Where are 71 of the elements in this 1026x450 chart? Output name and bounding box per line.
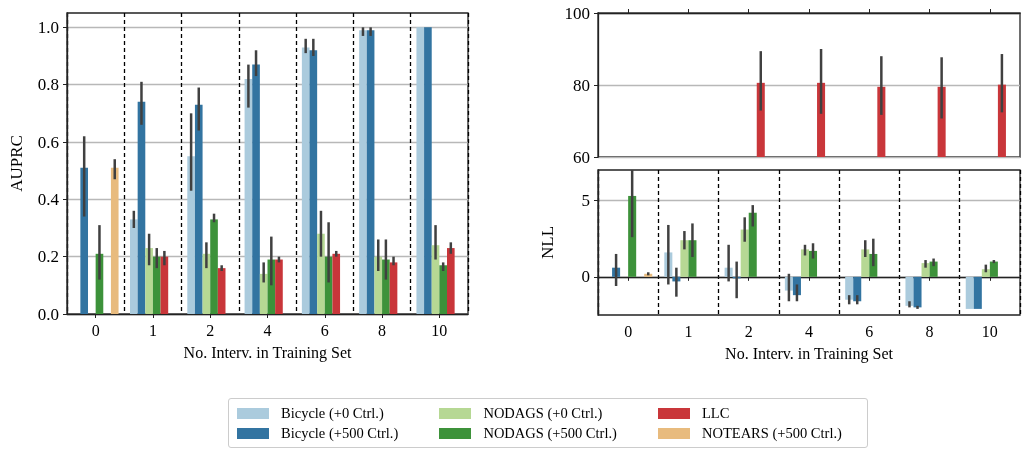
x-tick-label: 1 bbox=[684, 322, 693, 340]
legend-label: LLC bbox=[701, 404, 730, 422]
y-tick-label: 0 bbox=[581, 267, 590, 287]
y-tick-label: 0.0 bbox=[37, 304, 59, 324]
x-tick-label: 4 bbox=[805, 322, 813, 340]
x-tick-label: 10 bbox=[981, 322, 998, 340]
bar bbox=[981, 269, 990, 277]
bar bbox=[145, 248, 153, 314]
bar bbox=[845, 276, 854, 300]
bar bbox=[913, 276, 922, 308]
legend-label: NODAGS (+0 Ctrl.) bbox=[483, 404, 603, 422]
x-tick-label: 6 bbox=[320, 321, 329, 339]
legend-label: Bicycle (+0 Ctrl.) bbox=[281, 404, 384, 422]
bar bbox=[252, 64, 260, 314]
x-tick-label: 4 bbox=[263, 321, 272, 339]
y-tick-label: 1.0 bbox=[37, 17, 59, 37]
x-tick-label: 10 bbox=[431, 321, 448, 339]
x-tick-label: 8 bbox=[925, 322, 934, 340]
bar bbox=[80, 167, 88, 314]
y-tick-label: 60 bbox=[573, 147, 590, 167]
bar bbox=[439, 265, 447, 314]
bar bbox=[382, 259, 390, 314]
bar bbox=[680, 240, 689, 277]
bar bbox=[366, 30, 375, 314]
legend-label: Bicycle (+500 Ctrl.) bbox=[281, 424, 399, 442]
bar bbox=[359, 30, 367, 314]
bar bbox=[989, 261, 998, 277]
bar bbox=[130, 219, 138, 314]
bar bbox=[152, 256, 161, 314]
bar bbox=[275, 259, 283, 314]
bar bbox=[853, 276, 862, 302]
y-tick-label: 5 bbox=[581, 191, 590, 211]
bar bbox=[301, 47, 310, 314]
bar bbox=[309, 50, 318, 314]
x-tick-label: 6 bbox=[865, 322, 874, 340]
bar bbox=[416, 27, 425, 314]
bar bbox=[748, 212, 757, 277]
y-tick-label: 80 bbox=[573, 75, 590, 95]
x-axis-title: No. Interv. in Training Set bbox=[725, 344, 894, 363]
bar bbox=[965, 276, 974, 309]
x-axis-title: No. Interv. in Training Set bbox=[183, 343, 352, 362]
bar bbox=[110, 167, 119, 314]
bar bbox=[447, 248, 455, 314]
y-tick-label: 0.4 bbox=[37, 189, 60, 209]
bar bbox=[210, 219, 218, 314]
bar bbox=[973, 276, 982, 309]
bar bbox=[424, 27, 432, 314]
bar bbox=[374, 256, 383, 314]
bar bbox=[861, 249, 870, 277]
x-tick-label: 2 bbox=[206, 321, 215, 339]
bar bbox=[259, 273, 268, 314]
bar bbox=[187, 156, 195, 314]
y-tick-label: 0.2 bbox=[37, 247, 59, 267]
legend-label: NODAGS (+500 Ctrl.) bbox=[483, 424, 617, 442]
bar bbox=[194, 104, 203, 314]
bar bbox=[332, 253, 341, 314]
y-axis-title: AUPRC bbox=[7, 135, 26, 192]
y-tick-label: 0.6 bbox=[37, 132, 59, 152]
y-tick-label: 0.8 bbox=[37, 75, 59, 95]
bar bbox=[905, 276, 914, 306]
x-tick-label: 8 bbox=[378, 321, 387, 339]
y-tick-label: 100 bbox=[564, 3, 590, 23]
x-tick-label: 0 bbox=[91, 321, 100, 339]
x-tick-label: 0 bbox=[624, 322, 633, 340]
bar bbox=[389, 262, 398, 314]
x-tick-label: 2 bbox=[744, 322, 753, 340]
legend-label: NOTEARS (+500 Ctrl.) bbox=[701, 424, 842, 442]
y-axis-title: NLL bbox=[538, 225, 557, 260]
bar bbox=[317, 233, 325, 314]
x-tick-label: 1 bbox=[148, 321, 157, 339]
bar bbox=[800, 249, 809, 277]
